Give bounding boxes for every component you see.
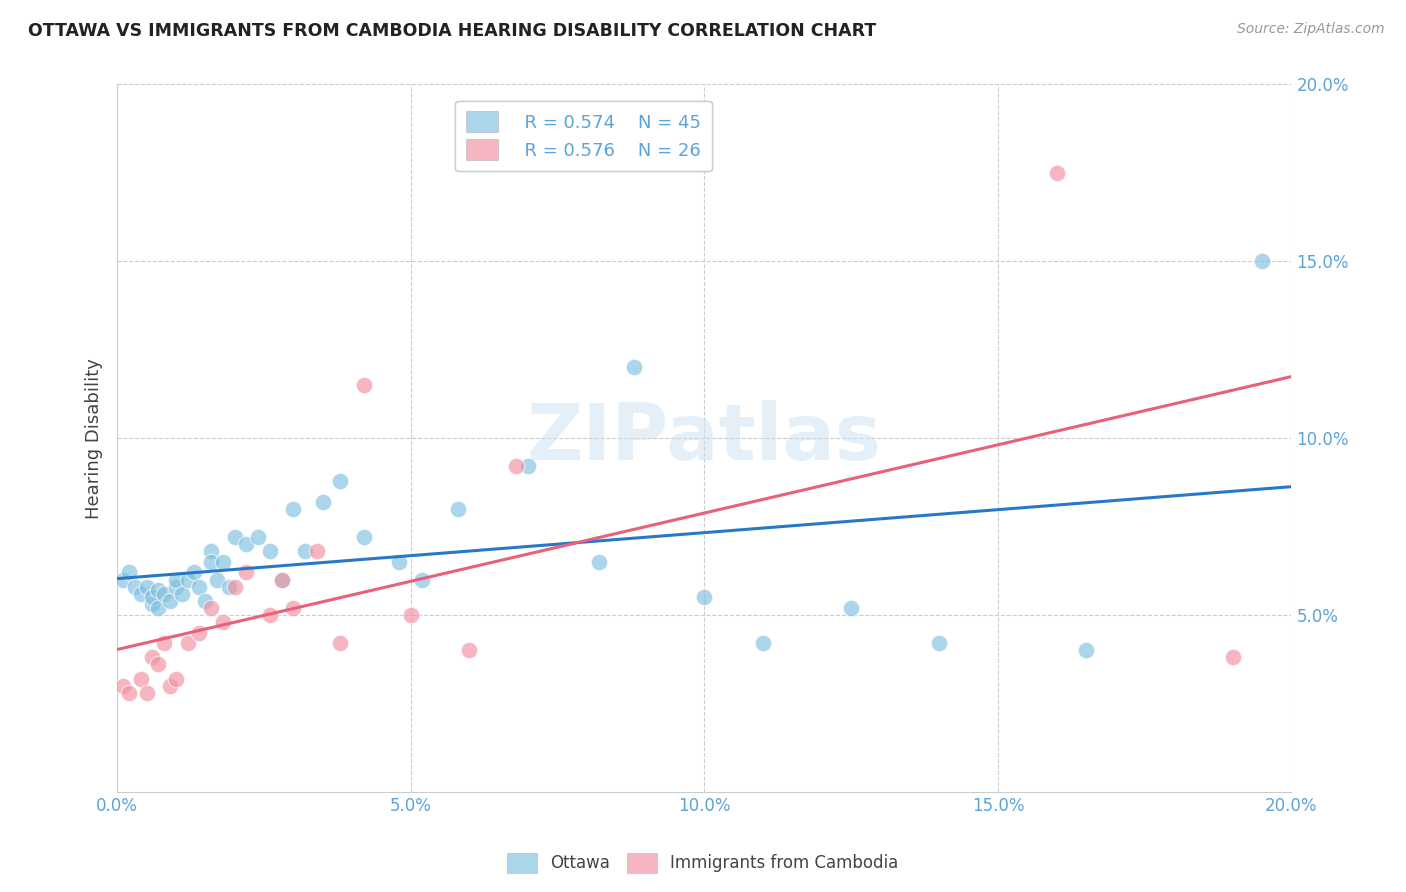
- Point: [148, 657, 170, 672]
- Point: [270, 573, 292, 587]
- Point: [141, 597, 163, 611]
- Point: [165, 573, 187, 587]
- Point: [200, 544, 222, 558]
- Point: [153, 587, 176, 601]
- Point: [188, 580, 211, 594]
- Legend:   R = 0.574    N = 45,   R = 0.576    N = 26: R = 0.574 N = 45, R = 0.576 N = 26: [456, 101, 711, 171]
- Point: [235, 537, 257, 551]
- Point: [148, 583, 170, 598]
- Point: [623, 360, 645, 375]
- Point: [399, 607, 422, 622]
- Point: [141, 591, 163, 605]
- Point: [129, 672, 152, 686]
- Point: [588, 555, 610, 569]
- Point: [153, 636, 176, 650]
- Point: [1222, 650, 1244, 665]
- Point: [112, 679, 135, 693]
- Point: [259, 544, 281, 558]
- Point: [329, 474, 352, 488]
- Point: [194, 593, 217, 607]
- Point: [447, 501, 470, 516]
- Text: Source: ZipAtlas.com: Source: ZipAtlas.com: [1237, 22, 1385, 37]
- Point: [159, 679, 181, 693]
- Point: [176, 636, 198, 650]
- Point: [411, 573, 433, 587]
- Point: [1251, 254, 1274, 268]
- Point: [283, 501, 305, 516]
- Point: [305, 544, 328, 558]
- Point: [183, 566, 205, 580]
- Point: [170, 587, 193, 601]
- Point: [458, 643, 481, 657]
- Point: [312, 494, 335, 508]
- Point: [118, 686, 141, 700]
- Point: [165, 580, 187, 594]
- Point: [353, 378, 375, 392]
- Point: [224, 530, 246, 544]
- Point: [118, 566, 141, 580]
- Text: ZIPatlas: ZIPatlas: [527, 401, 882, 476]
- Point: [200, 600, 222, 615]
- Point: [270, 573, 292, 587]
- Point: [693, 591, 716, 605]
- Point: [124, 580, 146, 594]
- Point: [752, 636, 775, 650]
- Point: [165, 672, 187, 686]
- Point: [141, 650, 163, 665]
- Point: [294, 544, 316, 558]
- Point: [388, 555, 411, 569]
- Y-axis label: Hearing Disability: Hearing Disability: [86, 358, 103, 518]
- Point: [839, 600, 862, 615]
- Point: [135, 580, 157, 594]
- Point: [224, 580, 246, 594]
- Point: [176, 573, 198, 587]
- Point: [928, 636, 950, 650]
- Point: [200, 555, 222, 569]
- Point: [329, 636, 352, 650]
- Point: [353, 530, 375, 544]
- Point: [159, 593, 181, 607]
- Point: [205, 573, 228, 587]
- Point: [218, 580, 240, 594]
- Point: [212, 555, 235, 569]
- Point: [247, 530, 270, 544]
- Point: [1074, 643, 1097, 657]
- Point: [517, 459, 540, 474]
- Point: [235, 566, 257, 580]
- Point: [135, 686, 157, 700]
- Point: [259, 607, 281, 622]
- Point: [148, 600, 170, 615]
- Point: [212, 615, 235, 629]
- Legend: Ottawa, Immigrants from Cambodia: Ottawa, Immigrants from Cambodia: [501, 847, 905, 880]
- Point: [112, 573, 135, 587]
- Point: [283, 600, 305, 615]
- Point: [188, 625, 211, 640]
- Point: [129, 587, 152, 601]
- Point: [505, 459, 527, 474]
- Point: [1045, 166, 1067, 180]
- Text: OTTAWA VS IMMIGRANTS FROM CAMBODIA HEARING DISABILITY CORRELATION CHART: OTTAWA VS IMMIGRANTS FROM CAMBODIA HEARI…: [28, 22, 876, 40]
